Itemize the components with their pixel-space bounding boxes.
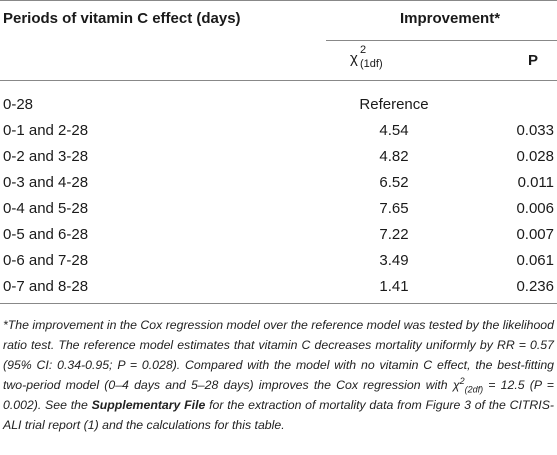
cell-period: 0-2 and 3-28 [3, 148, 89, 165]
cell-p-value: 0.007 [516, 226, 554, 243]
cell-chi-square: 3.49 [379, 252, 409, 269]
cell-chi-square: 4.54 [379, 122, 409, 139]
header-improvement: Improvement* [400, 10, 501, 27]
cell-period: 0-7 and 8-28 [3, 278, 89, 295]
cell-period: 0-28 [3, 96, 34, 113]
chi-superscript: 2 [360, 44, 367, 56]
footnote-text-4: ) and the calculations for this table. [94, 418, 285, 432]
cell-p-value: 0.061 [516, 252, 554, 269]
chi-subscript: (1df) [360, 58, 383, 70]
header-rule [0, 80, 557, 81]
top-rule [0, 0, 557, 1]
header-periods: Periods of vitamin C effect (days) [3, 10, 241, 27]
table-footnote: *The improvement in the Cox regression m… [3, 315, 554, 435]
cell-p-value: 0.011 [517, 174, 554, 191]
table-row: 0-7 and 8-28 1.41 0.236 [0, 278, 557, 304]
cell-p-value: 0.033 [516, 122, 554, 139]
table-row: 0-2 and 3-28 4.82 0.028 [0, 148, 557, 174]
footnote-chi-sub: (2df) [464, 384, 484, 395]
bottom-rule [0, 303, 557, 304]
reference-link[interactable]: 1 [87, 418, 95, 432]
cell-p-value: 0.006 [516, 200, 554, 217]
footnote-text-3: for the extraction of mortality data fro… [3, 398, 554, 432]
cell-chi-square: 6.52 [379, 174, 409, 191]
cell-period: 0-4 and 5-28 [3, 200, 89, 217]
footnote-chi-symbol: χ [452, 378, 460, 392]
cell-chi-square: 4.82 [379, 148, 409, 165]
chi-symbol: χ [350, 50, 358, 67]
cell-chi-square: Reference [359, 96, 429, 113]
cell-period: 0-6 and 7-28 [3, 252, 89, 269]
footnote-text-1: *The improvement in the Cox regression m… [3, 318, 554, 392]
header-chi-square: χ 2 (1df) [350, 44, 383, 70]
table-row: 0-28 Reference [0, 96, 557, 122]
cell-p-value: 0.028 [516, 148, 554, 165]
cell-chi-square: 7.22 [379, 226, 409, 243]
cell-period: 0-3 and 4-28 [3, 174, 89, 191]
table-row: 0-5 and 6-28 7.22 0.007 [0, 226, 557, 252]
table-row: 0-4 and 5-28 7.65 0.006 [0, 200, 557, 226]
footnote-chi-sup: 2 [459, 375, 465, 386]
supplementary-file-link[interactable]: Supplementary File [91, 398, 206, 412]
cell-period: 0-5 and 6-28 [3, 226, 89, 243]
cell-chi-square: 1.41 [379, 278, 409, 295]
table-row: 0-3 and 4-28 6.52 0.011 [0, 174, 557, 200]
cell-chi-square: 7.65 [379, 200, 409, 217]
cell-p-value: 0.236 [516, 278, 554, 295]
table-row: 0-6 and 7-28 3.49 0.061 [0, 252, 557, 278]
footnote-chi: χ2(2df) [452, 375, 484, 395]
cell-period: 0-1 and 2-28 [3, 122, 89, 139]
table-row: 0-1 and 2-28 4.54 0.033 [0, 122, 557, 148]
footnote-text-2: = 12.5 (P = 0.002). See the [3, 378, 554, 412]
header-p: P [528, 52, 539, 69]
improvement-subrule [326, 40, 557, 41]
